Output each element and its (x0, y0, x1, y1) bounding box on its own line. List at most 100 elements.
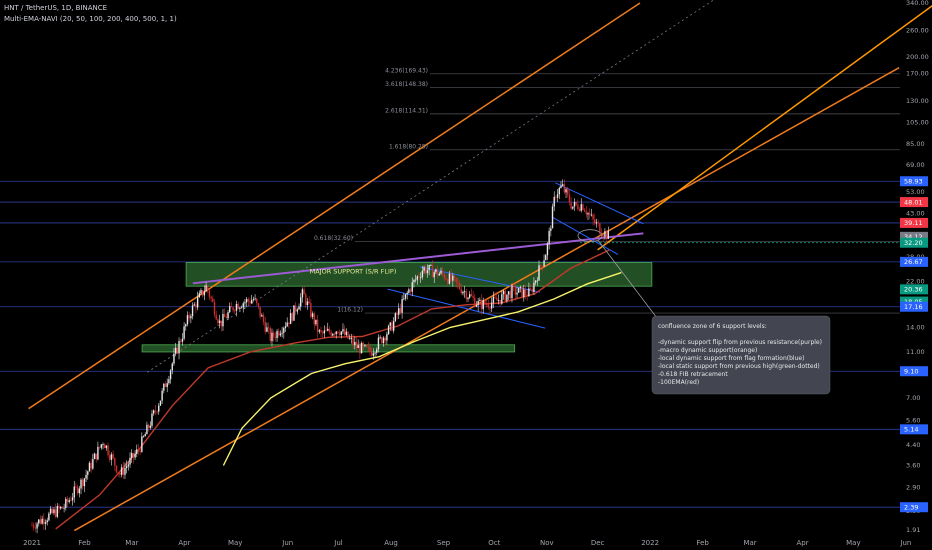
candle-body (460, 288, 462, 294)
confluence-marker (577, 229, 603, 243)
price-tag[interactable] (900, 301, 928, 312)
price-tag[interactable] (900, 197, 928, 208)
price-tag[interactable] (900, 296, 928, 307)
candle-body (391, 322, 393, 331)
candle-body (267, 327, 270, 329)
price-tag[interactable] (900, 217, 928, 228)
price-tag[interactable] (900, 176, 928, 187)
candle-body (240, 307, 243, 309)
candle-body (298, 306, 300, 310)
candle-body (254, 298, 256, 300)
candle-body (328, 328, 331, 333)
candle-body (426, 270, 429, 274)
candle-body (225, 317, 228, 319)
candle-body (389, 322, 391, 326)
candle-body (51, 508, 53, 514)
candle-body (73, 486, 75, 498)
candle-body (474, 297, 476, 307)
fib-level-label: 3.618(148.38) (385, 81, 428, 88)
candle-body (176, 347, 179, 354)
candle-body (218, 320, 221, 324)
candle-body (555, 196, 557, 198)
candle-body (210, 296, 212, 299)
candle-body (392, 320, 395, 331)
price-tag[interactable] (900, 237, 928, 248)
candle-body (521, 286, 523, 298)
candle-body (457, 282, 459, 284)
candle-body (174, 347, 177, 354)
candle-body (119, 473, 121, 475)
candle-body (501, 294, 503, 304)
candle-body (452, 275, 454, 281)
candle-body (87, 471, 89, 475)
y-tick-label: 43.00 (906, 209, 925, 217)
price-tag-label: 48.01 (904, 198, 923, 206)
price-tag[interactable] (900, 502, 928, 513)
channel-mid[interactable] (597, 2, 932, 251)
candle-body (479, 299, 481, 301)
candle-body (604, 231, 606, 237)
candle-body (65, 498, 67, 508)
price-tag[interactable] (900, 284, 928, 295)
candle-body (340, 331, 342, 335)
candle-body (161, 390, 163, 401)
candle-body (276, 331, 278, 339)
candle-body (191, 305, 194, 317)
candle-body (71, 497, 74, 501)
candle-body (516, 292, 518, 295)
candle-body (494, 296, 496, 298)
candle-body (350, 338, 353, 339)
candle-body (242, 303, 244, 308)
callout-line: -dynamic support flip from previous resi… (658, 339, 822, 346)
candle-body (310, 303, 312, 317)
candle-body (551, 206, 554, 229)
candle-body (465, 291, 468, 300)
candle-body (509, 291, 511, 299)
flag-lower-2[interactable] (551, 216, 619, 255)
callout-box[interactable] (651, 315, 831, 395)
candle-body (523, 289, 525, 298)
candle-body (41, 518, 43, 524)
purple-resistance[interactable] (192, 232, 644, 285)
price-tag[interactable] (900, 256, 928, 267)
candle-body (281, 332, 283, 334)
flag-lower-1[interactable] (387, 288, 546, 329)
channel-upper[interactable] (28, 2, 641, 410)
candle-body (519, 286, 522, 288)
candle-body (98, 446, 101, 448)
candle-body (190, 316, 192, 319)
x-tick-label: Apr (178, 539, 190, 547)
grey-dotted-trend[interactable] (146, 0, 718, 373)
flag-upper-2[interactable] (555, 182, 644, 225)
candle-body (201, 290, 204, 296)
price-levels (0, 73, 900, 508)
candle-body (567, 189, 569, 195)
candle-body (90, 462, 92, 469)
candle-body (330, 332, 332, 336)
candle-body (543, 260, 545, 267)
candle-body (558, 187, 560, 195)
candle-body (38, 519, 40, 524)
candle-body (125, 466, 128, 468)
y-tick-label: 4.40 (906, 441, 920, 449)
candle-body (181, 338, 184, 342)
price-tag[interactable] (900, 231, 928, 242)
price-tag[interactable] (900, 424, 928, 435)
x-tick-label: 2022 (641, 539, 659, 547)
header-indicator[interactable]: Multi-EMA-NAVI (20, 50, 100, 200, 400, 5… (4, 15, 177, 23)
x-tick-label: May (846, 539, 860, 547)
candle-body (75, 486, 77, 488)
candle-body (570, 202, 572, 209)
price-tag[interactable] (900, 366, 928, 377)
candle-body (301, 289, 304, 298)
candle-body (430, 265, 432, 266)
candle-body (475, 305, 478, 307)
candle-body (343, 329, 346, 335)
candle-body (223, 314, 226, 318)
candle-body (420, 277, 422, 278)
candle-body (597, 222, 599, 224)
callout-line: -100EMA(red) (658, 379, 699, 386)
candle-body (536, 280, 539, 282)
flag-upper-1[interactable] (419, 266, 541, 293)
